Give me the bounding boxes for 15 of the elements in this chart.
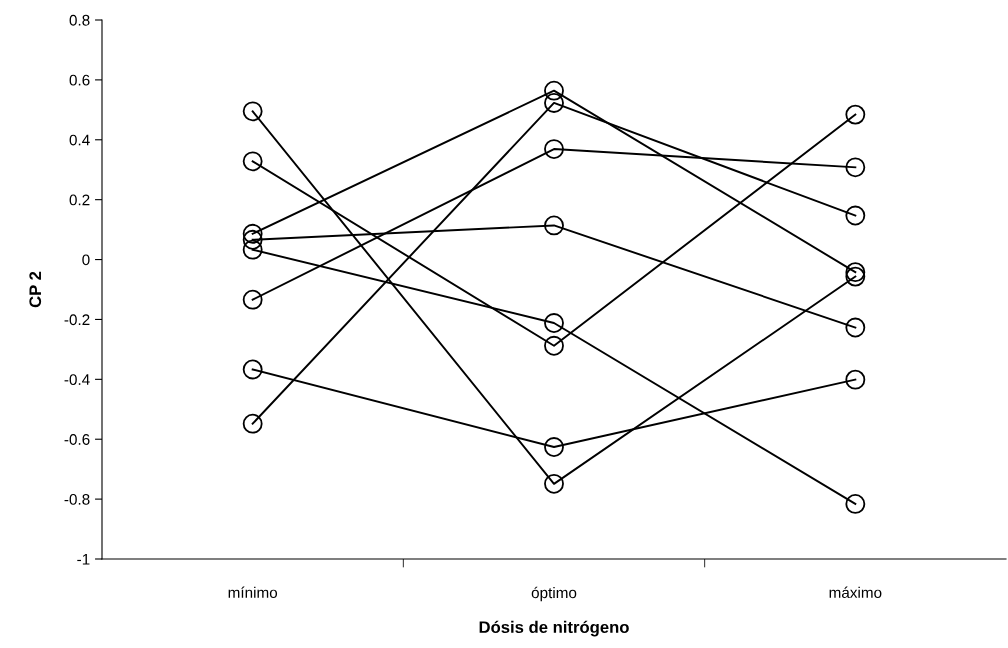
y-tick-label: -0.6	[64, 434, 90, 445]
y-tick-label: 0.6	[69, 74, 90, 86]
x-tick-label: óptimo	[531, 586, 577, 602]
x-axis-title: Dósis de nitrógeno	[479, 620, 629, 637]
y-tick-label: 0.4	[69, 134, 90, 146]
y-tick-label: -0.4	[64, 374, 90, 386]
y-tick-label: -0.8	[64, 493, 90, 505]
y-tick-label: -0.2	[64, 314, 90, 326]
x-tick-label: máximo	[829, 586, 882, 598]
y-tick-label: 0	[82, 254, 90, 266]
y-tick-label: 0.2	[69, 194, 90, 206]
y-tick-label: -1	[77, 554, 90, 565]
y-tick-label: 0.8	[69, 14, 90, 26]
y-axis-title: CP 2	[29, 271, 42, 308]
x-tick-label: mínimo	[228, 586, 278, 598]
